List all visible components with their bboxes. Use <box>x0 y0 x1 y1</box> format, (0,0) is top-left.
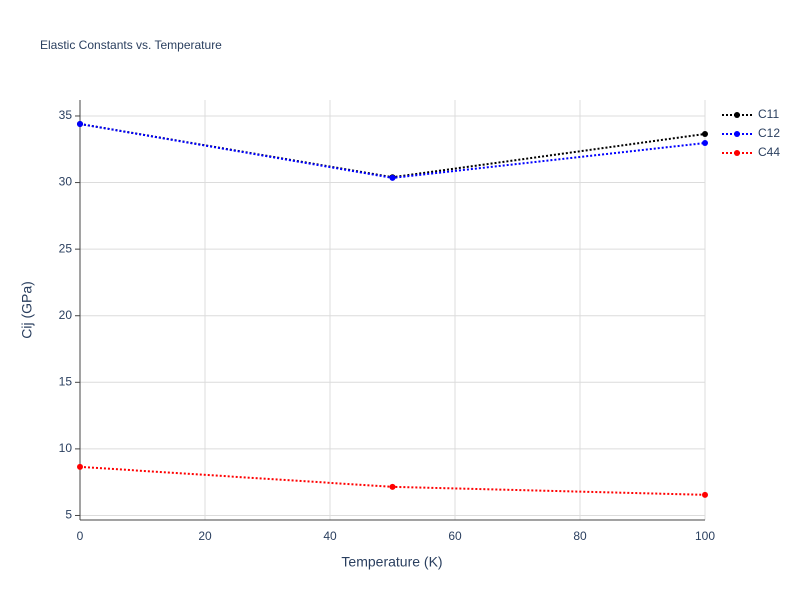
y-tick-label: 30 <box>59 175 73 189</box>
legend-marker <box>734 150 740 156</box>
x-tick-label: 100 <box>695 529 715 543</box>
x-tick-label: 60 <box>448 529 462 543</box>
series-line <box>79 122 706 179</box>
y-tick-label: 10 <box>59 441 73 455</box>
x-tick-label: 20 <box>198 529 212 543</box>
chart-title: Elastic Constants vs. Temperature <box>40 38 222 52</box>
data-point <box>77 463 83 470</box>
data-point <box>77 120 83 127</box>
data-point <box>702 130 708 137</box>
y-tick-label: 20 <box>59 308 73 322</box>
y-tick-label: 5 <box>65 508 72 522</box>
series-line <box>79 122 706 179</box>
data-point <box>702 491 708 498</box>
x-tick-label: 0 <box>77 529 84 543</box>
y-axis-label: Cij (GPa) <box>19 281 35 339</box>
y-tick-label: 35 <box>59 108 73 122</box>
x-tick-label: 80 <box>573 529 587 543</box>
legend-label: C12 <box>758 126 780 140</box>
data-point <box>702 140 708 147</box>
legend-marker <box>734 112 740 118</box>
legend-label: C44 <box>758 145 780 159</box>
data-point <box>389 174 396 181</box>
legend-label: C11 <box>758 107 779 121</box>
x-axis-label: Temperature (K) <box>341 554 442 570</box>
x-tick-label: 40 <box>323 529 337 543</box>
y-tick-label: 25 <box>59 241 73 255</box>
series-line <box>79 465 706 496</box>
y-tick-label: 15 <box>59 374 73 388</box>
legend-marker <box>734 131 740 137</box>
data-point <box>389 483 396 490</box>
